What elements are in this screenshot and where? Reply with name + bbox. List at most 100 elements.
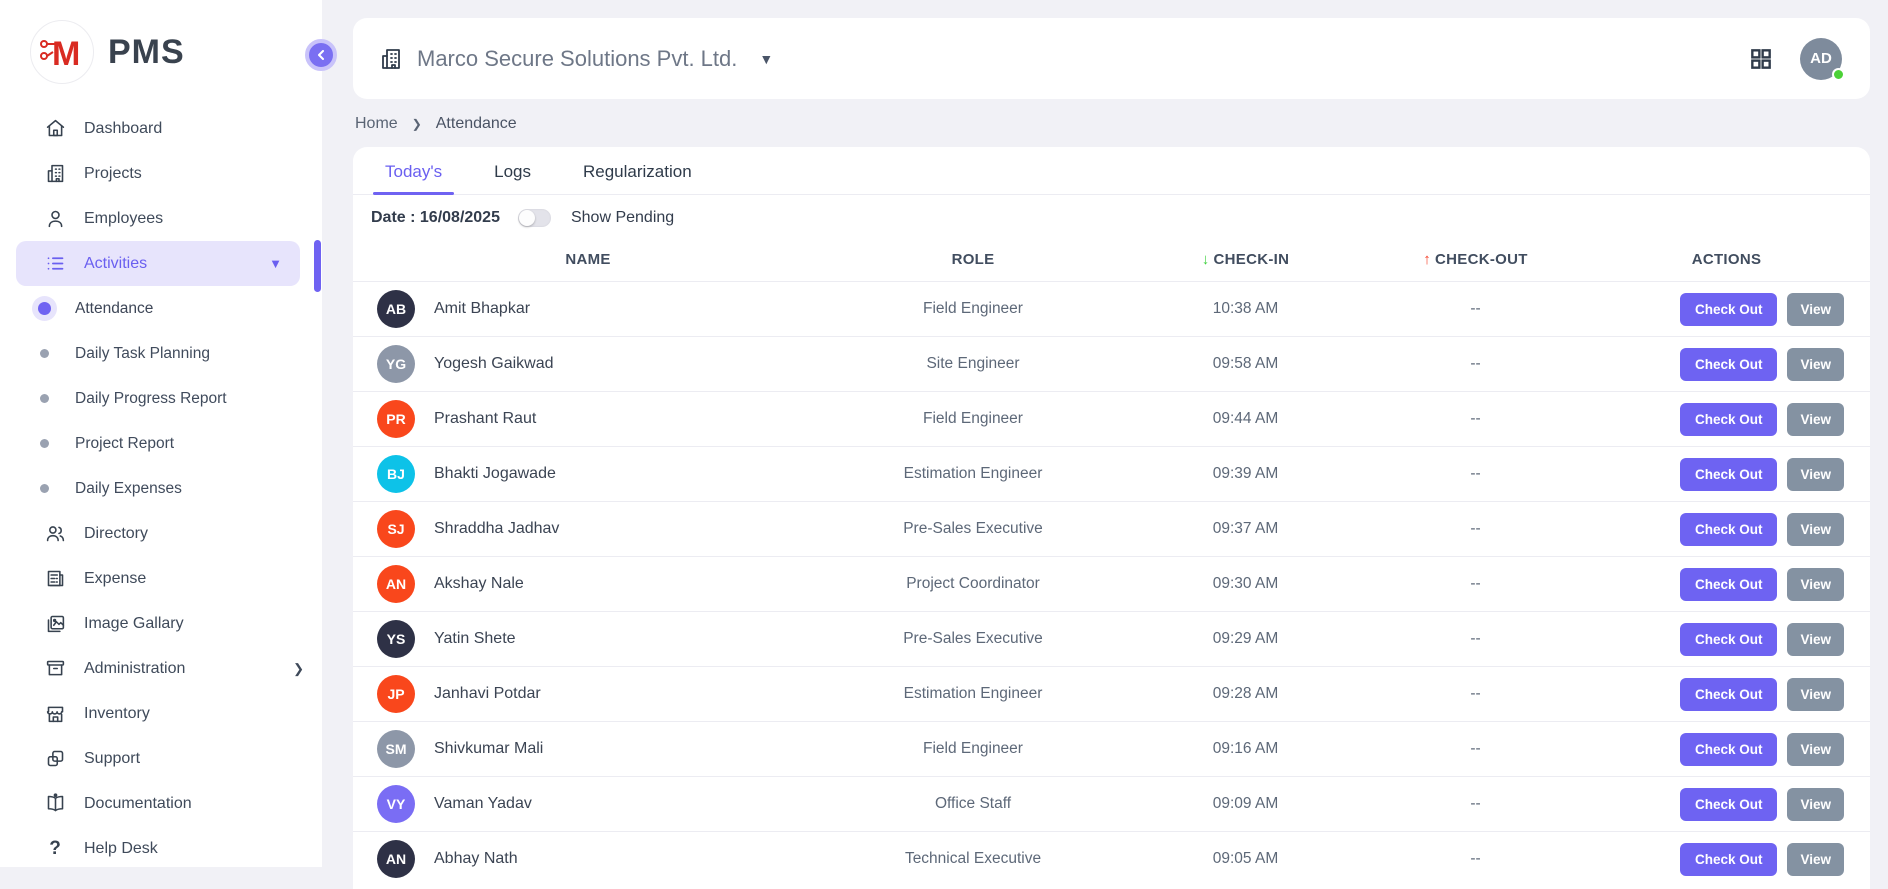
- sidebar-item-label: Help Desk: [84, 839, 158, 857]
- user-avatar-initials: AD: [1810, 50, 1832, 67]
- employee-name: Yatin Shete: [434, 630, 516, 647]
- sidebar-item-documentation[interactable]: Documentation: [0, 781, 322, 826]
- employee-name: Vaman Yadav: [434, 795, 532, 812]
- people-icon: [44, 523, 66, 545]
- table-row: YS Yatin Shete Pre-Sales Executive 09:29 AM…: [353, 611, 1870, 666]
- employee-cell: AB Amit Bhapkar: [353, 290, 823, 328]
- table-row: AN Akshay Nale Project Coordinator 09:30 AM…: [353, 556, 1870, 611]
- sidebar-subitem-daily-expenses[interactable]: Daily Expenses: [0, 466, 322, 511]
- table-row: VY Vaman Yadav Office Staff 09:09 AM -- Check…: [353, 776, 1870, 831]
- show-pending-toggle[interactable]: [517, 209, 551, 227]
- tab-logs[interactable]: Logs: [494, 162, 531, 181]
- bullet-icon: [40, 349, 49, 358]
- check-out-button[interactable]: Check Out: [1679, 842, 1778, 876]
- sidebar-item-employees[interactable]: Employees: [0, 196, 322, 241]
- avatar: AN: [377, 840, 415, 878]
- check-out-button[interactable]: Check Out: [1679, 402, 1778, 436]
- attendance-table: NAME ROLE ↓ CHECK-IN ↑ CHECK-OUT ACTIONS A…: [353, 237, 1870, 886]
- view-button[interactable]: View: [1787, 842, 1844, 876]
- checkout-time: --: [1470, 300, 1481, 317]
- avatar: SM: [377, 730, 415, 768]
- filter-row: Date : 16/08/2025 Show Pending: [353, 195, 1870, 237]
- checkout-time: --: [1470, 520, 1481, 537]
- chevron-right-icon: ❯: [411, 117, 422, 131]
- sidebar-item-inventory[interactable]: Inventory: [0, 691, 322, 736]
- actions-cell: Check Out View: [1583, 842, 1870, 876]
- view-button[interactable]: View: [1787, 512, 1844, 546]
- attendance-card: Today's Logs Regularization Date : 16/08…: [353, 147, 1870, 889]
- sidebar-subitem-project-report[interactable]: Project Report: [0, 421, 322, 466]
- employee-name: Janhavi Potdar: [434, 685, 541, 702]
- employee-role: Pre-Sales Executive: [903, 630, 1043, 647]
- apps-grid-icon[interactable]: [1748, 46, 1774, 72]
- employee-role: Pre-Sales Executive: [903, 520, 1043, 537]
- sidebar-item-projects[interactable]: Projects: [0, 151, 322, 196]
- check-out-button[interactable]: Check Out: [1679, 622, 1778, 656]
- bullet-icon: [40, 394, 49, 403]
- employee-cell: YS Yatin Shete: [353, 620, 823, 658]
- view-button[interactable]: View: [1787, 622, 1844, 656]
- column-header-role: ROLE: [951, 250, 995, 268]
- check-out-button[interactable]: Check Out: [1679, 457, 1778, 491]
- tabs: Today's Logs Regularization: [353, 147, 1870, 195]
- sidebar-subitem-label: Attendance: [75, 299, 154, 317]
- check-out-button[interactable]: Check Out: [1679, 567, 1778, 601]
- tab-todays[interactable]: Today's: [372, 150, 455, 195]
- view-button[interactable]: View: [1787, 292, 1844, 326]
- user-avatar[interactable]: AD: [1800, 37, 1845, 81]
- breadcrumb: Home ❯ Attendance: [353, 99, 1870, 147]
- sidebar-subitem-daily-progress-report[interactable]: Daily Progress Report: [0, 376, 322, 421]
- checkin-time: 09:16 AM: [1212, 740, 1279, 757]
- sidebar-item-image-gallery[interactable]: Image Gallary: [0, 601, 322, 646]
- sidebar-item-expense[interactable]: Expense: [0, 556, 322, 601]
- breadcrumb-home[interactable]: Home: [355, 115, 398, 132]
- sidebar-item-help-desk[interactable]: ? Help Desk: [0, 826, 322, 871]
- building-icon: [44, 163, 66, 185]
- view-button[interactable]: View: [1787, 402, 1844, 436]
- sidebar-item-label: Activities: [84, 254, 148, 272]
- sidebar-item-activities[interactable]: Activities ▼: [16, 241, 300, 286]
- brand-name: PMS: [108, 32, 185, 71]
- store-icon: [44, 703, 66, 725]
- view-button[interactable]: View: [1787, 457, 1844, 491]
- check-out-button[interactable]: Check Out: [1679, 347, 1778, 381]
- check-out-button[interactable]: Check Out: [1679, 512, 1778, 546]
- view-button[interactable]: View: [1787, 732, 1844, 766]
- sidebar-item-label: Documentation: [84, 794, 192, 812]
- archive-icon: [44, 658, 66, 680]
- checkin-time: 09:29 AM: [1212, 630, 1279, 647]
- sidebar-item-dashboard[interactable]: Dashboard: [0, 106, 322, 151]
- view-button[interactable]: View: [1787, 677, 1844, 711]
- sidebar-subitem-daily-task-planning[interactable]: Daily Task Planning: [0, 331, 322, 376]
- view-button[interactable]: View: [1787, 567, 1844, 601]
- sidebar-item-support[interactable]: Support: [0, 736, 322, 781]
- actions-cell: Check Out View: [1583, 622, 1870, 656]
- sidebar-item-label: Employees: [84, 209, 164, 227]
- sidebar-nav: Dashboard Projects Employees Activities …: [0, 106, 322, 871]
- view-button[interactable]: View: [1787, 347, 1844, 381]
- tab-regularization[interactable]: Regularization: [582, 162, 692, 181]
- sidebar-collapse-button[interactable]: [305, 39, 337, 71]
- sidebar-item-administration[interactable]: Administration ❯: [0, 646, 322, 691]
- check-out-button[interactable]: Check Out: [1679, 787, 1778, 821]
- employee-role: Office Staff: [934, 795, 1012, 812]
- sidebar-item-directory[interactable]: Directory: [0, 511, 322, 556]
- checkin-time: 09:39 AM: [1212, 465, 1279, 482]
- sidebar: M PMS Dashboard Projects Employees: [0, 0, 322, 867]
- employee-cell: SJ Shraddha Jadhav: [353, 510, 823, 548]
- check-out-button[interactable]: Check Out: [1679, 732, 1778, 766]
- chevron-right-icon: ❯: [293, 660, 304, 676]
- arrow-down-icon: ↓: [1201, 250, 1210, 268]
- company-selector[interactable]: Marco Secure Solutions Pvt. Ltd. ▼: [379, 46, 773, 72]
- show-pending-label: Show Pending: [570, 209, 675, 226]
- sidebar-subitem-attendance[interactable]: Attendance: [0, 286, 322, 331]
- active-section-accent-bar: [314, 240, 321, 292]
- employee-name: Bhakti Jogawade: [434, 465, 556, 482]
- check-out-button[interactable]: Check Out: [1679, 677, 1778, 711]
- avatar: YS: [377, 620, 415, 658]
- employee-name: Abhay Nath: [434, 850, 518, 867]
- sidebar-item-label: Support: [84, 749, 141, 767]
- view-button[interactable]: View: [1787, 787, 1844, 821]
- check-out-button[interactable]: Check Out: [1679, 292, 1778, 326]
- sidebar-item-label: Projects: [84, 164, 142, 182]
